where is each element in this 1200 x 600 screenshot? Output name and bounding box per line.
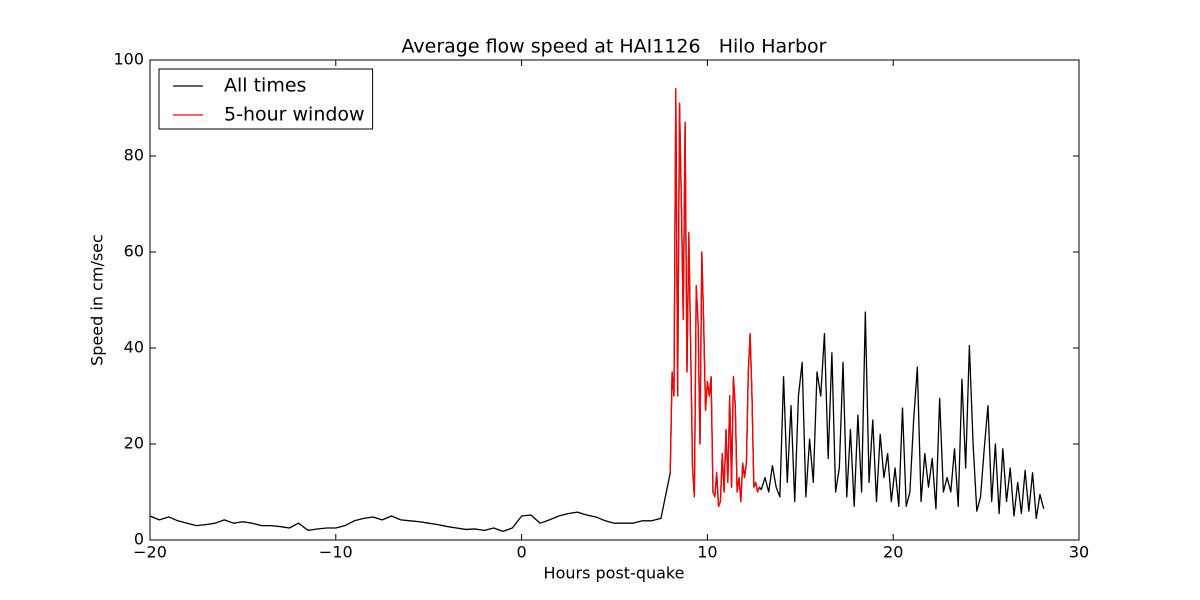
- y-axis-label: Speed in cm/sec: [88, 234, 107, 366]
- y-tick-label: 100: [113, 50, 144, 69]
- legend: All times 5-hour window: [158, 68, 374, 130]
- y-tick-label: 60: [124, 242, 144, 261]
- x-tick-label: 10: [697, 543, 717, 562]
- x-axis-label: Hours post-quake: [544, 564, 685, 583]
- y-tick-label: 80: [124, 146, 144, 165]
- plot-frame: [149, 59, 1080, 541]
- x-tick-label: −10: [319, 543, 353, 562]
- x-tick-label: 20: [883, 543, 903, 562]
- x-tick-label: −20: [133, 543, 167, 562]
- x-tick-label: 30: [1069, 543, 1089, 562]
- legend-box: [158, 68, 374, 130]
- legend-label: 5-hour window: [224, 104, 365, 126]
- y-tick-label: 20: [124, 434, 144, 453]
- chart-title: Average flow speed at HAI1126 Hilo Harbo…: [402, 36, 827, 58]
- x-tick-label: 0: [517, 543, 527, 562]
- series-line: [669, 88, 761, 508]
- y-tick-label: 40: [124, 338, 144, 357]
- legend-label: All times: [224, 75, 306, 97]
- y-tick-label: 0: [134, 530, 144, 549]
